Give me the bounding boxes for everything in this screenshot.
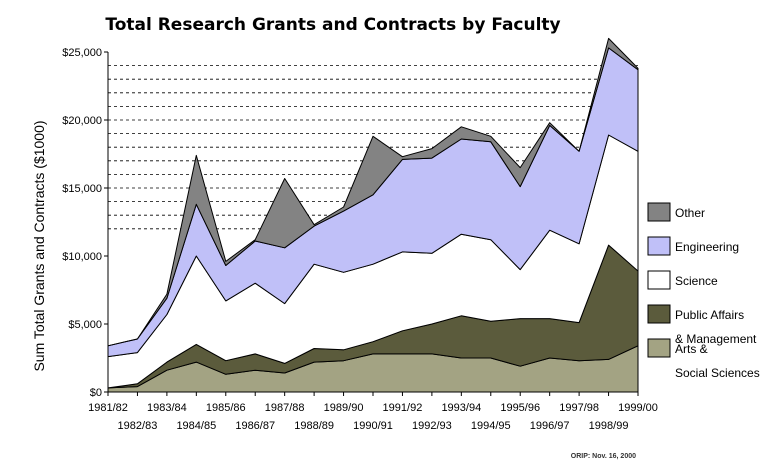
- legend-swatch: [647, 236, 671, 256]
- chart-title: Total Research Grants and Contracts by F…: [105, 15, 560, 35]
- legend-swatch: [647, 270, 671, 290]
- x-tick-label: 1991/92: [383, 402, 423, 414]
- legend-label: Public Affairs: [675, 308, 744, 322]
- y-axis-label: Sum Total Grants and Contracts ($1000): [31, 120, 47, 371]
- x-tick-label: 1985/86: [206, 402, 246, 414]
- y-tick-label: $5,000: [68, 319, 102, 331]
- x-tick-label: 1993/94: [441, 402, 481, 414]
- y-tick-label: $0: [90, 387, 102, 399]
- stacked-areas: [107, 37, 639, 393]
- legend-label: Other: [675, 206, 705, 220]
- x-tick-label: 1994/95: [471, 420, 511, 432]
- y-tick-label: $10,000: [62, 251, 102, 263]
- x-tick-label: 1997/98: [559, 402, 599, 414]
- legend-label: Social Sciences: [675, 366, 760, 380]
- legend: Other Engineering Science Public Affairs & M…: [647, 202, 760, 380]
- area-series-4: [107, 37, 639, 347]
- x-tick-labels: 1981/82 1982/83 1983/84 1984/85 1985/86 1986/…: [88, 392, 658, 432]
- x-tick-label: 1988/89: [294, 420, 334, 432]
- y-tick-labels: $0 $5,000 $10,000 $15,000 $20,000 $25,000: [62, 47, 108, 399]
- x-tick-label: 1989/90: [324, 402, 364, 414]
- legend-label: Engineering: [675, 240, 739, 254]
- x-tick-label: 1981/82: [88, 402, 128, 414]
- x-tick-label: 1996/97: [530, 420, 570, 432]
- y-tick-label: $15,000: [62, 183, 102, 195]
- x-tick-label: 1990/91: [353, 420, 393, 432]
- legend-label: Science: [675, 274, 718, 288]
- legend-label: & Management: [675, 332, 757, 346]
- x-tick-label: 1983/84: [147, 402, 187, 414]
- x-tick-label: 1984/85: [176, 420, 216, 432]
- x-tick-label: 1986/87: [235, 420, 275, 432]
- legend-label: Arts &: [675, 342, 708, 356]
- x-tick-label: 1987/88: [265, 402, 305, 414]
- x-tick-label: 1992/93: [412, 420, 452, 432]
- x-tick-label: 1995/96: [500, 402, 540, 414]
- x-tick-label: 1998/99: [589, 420, 629, 432]
- legend-swatch: [647, 304, 671, 324]
- footer-note: ORIP: Nov. 16, 2000: [571, 453, 636, 460]
- y-tick-label: $20,000: [62, 115, 102, 127]
- legend-swatch: [647, 202, 671, 222]
- x-tick-label: 1982/83: [118, 420, 158, 432]
- x-tick-label: 1999/00: [618, 402, 658, 414]
- y-tick-label: $25,000: [62, 47, 102, 59]
- legend-swatch: [647, 338, 671, 358]
